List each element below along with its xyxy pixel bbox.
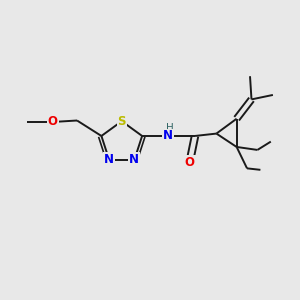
Text: O: O: [48, 116, 58, 128]
Text: N: N: [104, 153, 114, 167]
Text: N: N: [129, 153, 139, 167]
Text: S: S: [118, 115, 126, 128]
Text: N: N: [163, 130, 173, 142]
Text: O: O: [185, 156, 195, 169]
Text: H: H: [166, 123, 174, 133]
